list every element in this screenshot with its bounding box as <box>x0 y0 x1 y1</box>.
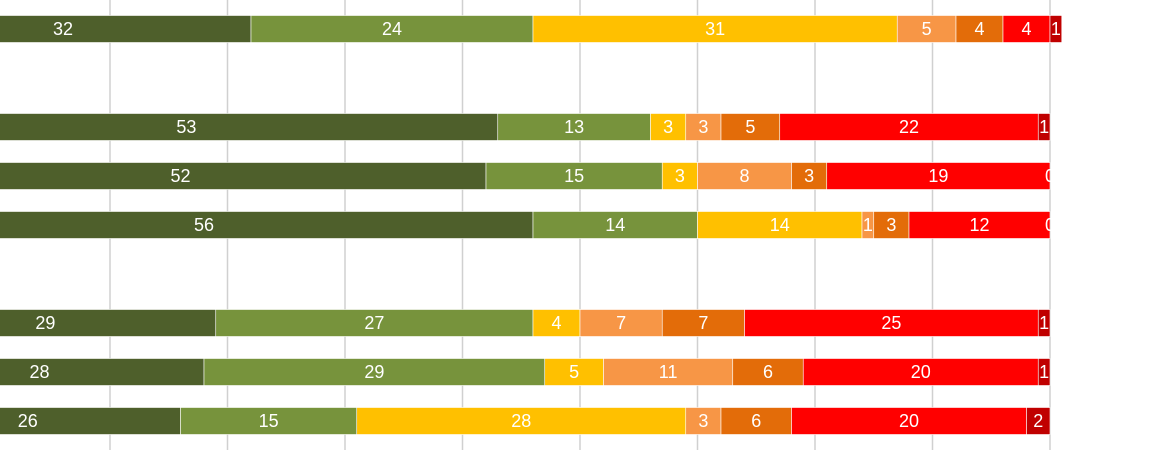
bar-segment <box>497 113 651 141</box>
data-label: 19 <box>928 166 948 186</box>
bar-segment <box>0 162 487 190</box>
data-label: 1 <box>1051 19 1061 39</box>
data-label: 27 <box>364 313 384 333</box>
bar-segment <box>180 407 358 435</box>
data-label: 0 <box>1045 166 1055 186</box>
bar-segment <box>532 211 698 239</box>
data-label: 3 <box>886 215 896 235</box>
bar-segment <box>661 162 698 190</box>
data-label: 3 <box>675 166 685 186</box>
data-label: 5 <box>745 117 755 137</box>
bar-segment <box>732 358 804 386</box>
data-label: 56 <box>194 215 214 235</box>
bar-segment <box>720 407 792 435</box>
data-label: 20 <box>899 411 919 431</box>
data-label: 14 <box>605 215 625 235</box>
data-label: 1 <box>863 215 873 235</box>
data-label: 28 <box>29 362 49 382</box>
data-label: 3 <box>698 411 708 431</box>
bar-segment <box>0 113 499 141</box>
bar-segment <box>579 309 663 337</box>
data-label: 25 <box>881 313 901 333</box>
data-label: 12 <box>969 215 989 235</box>
data-label: 14 <box>770 215 790 235</box>
data-label: 22 <box>899 117 919 137</box>
bar-segment <box>0 309 217 337</box>
bar-segment <box>650 113 687 141</box>
data-label: 11 <box>659 362 678 382</box>
data-label: 0 <box>1045 215 1055 235</box>
bar-segment <box>908 211 1051 239</box>
data-label: 1 <box>1039 117 1049 137</box>
data-label: 1 <box>1039 362 1049 382</box>
bar-segment <box>1037 358 1051 386</box>
bar-segment <box>791 162 828 190</box>
bar-segment <box>356 407 687 435</box>
bar-segment <box>779 113 1039 141</box>
bar-segment <box>215 309 534 337</box>
bar-segment <box>826 162 1051 190</box>
data-label: 3 <box>698 117 708 137</box>
data-label: 3 <box>663 117 673 137</box>
bar-segment <box>720 113 781 141</box>
bar-segment <box>0 407 181 435</box>
data-label: 3 <box>804 166 814 186</box>
bar-segment <box>1026 407 1051 435</box>
bar-segment <box>0 15 252 43</box>
bar-segment <box>0 211 534 239</box>
bar-segment <box>685 113 722 141</box>
data-label: 4 <box>551 313 561 333</box>
bar-segment <box>791 407 1027 435</box>
data-label: 29 <box>364 362 384 382</box>
data-label: 53 <box>176 117 196 137</box>
data-label: 24 <box>382 19 402 39</box>
bar-segment <box>1037 113 1051 141</box>
data-label: 6 <box>751 411 761 431</box>
data-label: 31 <box>705 19 725 39</box>
data-label: 13 <box>564 117 584 137</box>
data-label: 28 <box>511 411 531 431</box>
bar-segment <box>532 309 581 337</box>
bar-segment <box>485 162 663 190</box>
bar-segment <box>697 211 863 239</box>
data-label: 4 <box>1021 19 1031 39</box>
bar-segment <box>744 309 1039 337</box>
data-label: 52 <box>170 166 190 186</box>
bar-segment <box>896 15 957 43</box>
bars: 32 24 31 5 4 4 153 13 3 3 5 22 152 15 3 8 3 19 056 14 14 1 3 12… <box>0 15 1063 435</box>
data-label: 20 <box>911 362 931 382</box>
bar-segment <box>1049 15 1063 43</box>
data-label: 29 <box>35 313 55 333</box>
data-label: 8 <box>739 166 749 186</box>
data-label: 26 <box>18 411 38 431</box>
bar-segment <box>532 15 898 43</box>
data-label: 4 <box>974 19 984 39</box>
bar-segment <box>603 358 734 386</box>
data-label: 5 <box>922 19 932 39</box>
data-label: 7 <box>698 313 708 333</box>
data-label: 6 <box>763 362 773 382</box>
data-label: 1 <box>1039 313 1049 333</box>
data-label: 32 <box>53 19 73 39</box>
bar-segment <box>802 358 1039 386</box>
data-label: 5 <box>569 362 579 382</box>
bar-segment <box>203 358 546 386</box>
bar-segment <box>697 162 792 190</box>
data-label: 15 <box>564 166 584 186</box>
bar-segment <box>1002 15 1051 43</box>
bar-segment <box>955 15 1004 43</box>
bar-segment <box>1037 309 1051 337</box>
bar-segment <box>0 358 205 386</box>
bar-segment <box>661 309 745 337</box>
data-label: 7 <box>616 313 626 333</box>
data-label: 2 <box>1033 411 1043 431</box>
data-label: 15 <box>259 411 279 431</box>
bar-segment <box>873 211 910 239</box>
